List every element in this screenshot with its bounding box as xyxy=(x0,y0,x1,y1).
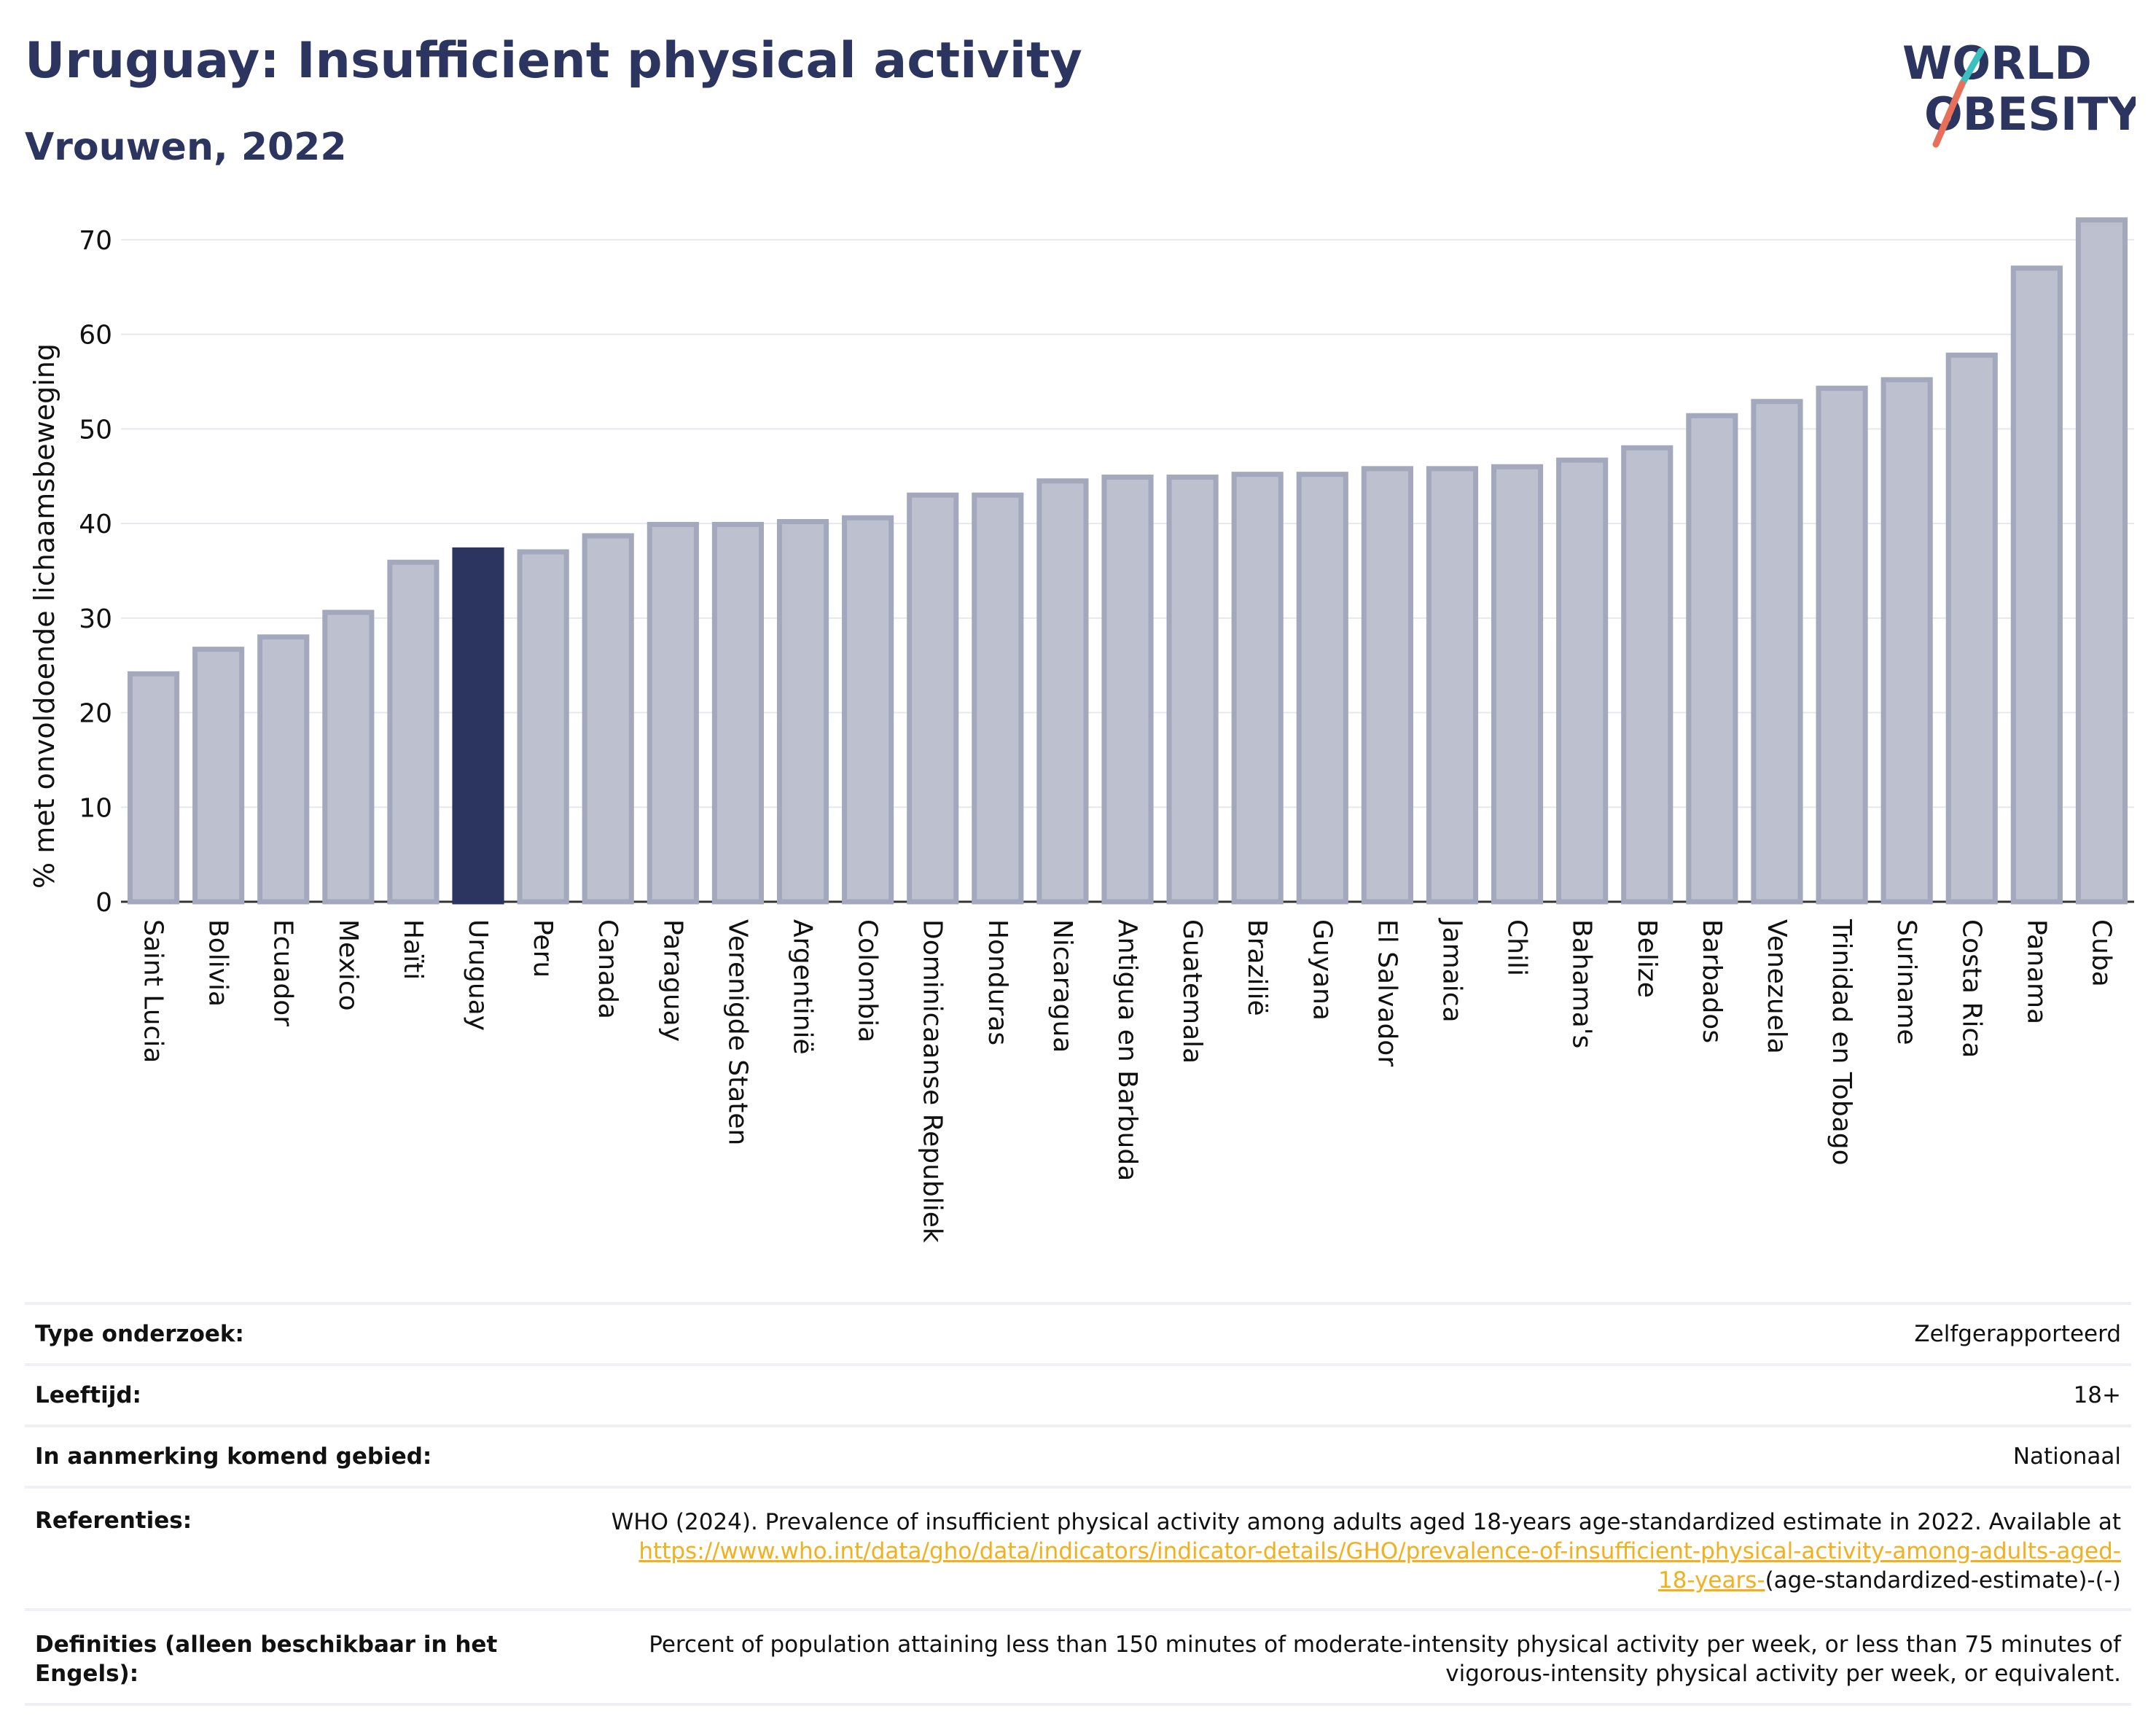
x-tick-label: Guatemala xyxy=(1177,919,1207,1064)
definitions-label-cont: Engels): xyxy=(35,1661,139,1687)
x-tick-label: Jamaica xyxy=(1437,918,1466,1023)
bar-barbados[interactable] xyxy=(1686,413,1738,905)
bar-saint-lucia[interactable] xyxy=(127,671,180,905)
x-tick-label: Colombia xyxy=(853,919,883,1042)
bar-guyana[interactable] xyxy=(1296,472,1348,905)
info-value: Nationaal xyxy=(2012,1443,2121,1470)
x-tick-label: Nicaragua xyxy=(1047,919,1077,1053)
bar-nicaragua[interactable] xyxy=(1036,478,1089,905)
info-value: 18+ xyxy=(2073,1382,2121,1408)
x-tick-label: Dominicaanse Republiek xyxy=(918,919,948,1243)
bar-venezuela[interactable] xyxy=(1751,399,1803,905)
bar-honduras[interactable] xyxy=(972,492,1024,905)
references-text: WHO (2024). Prevalence of insufficient p… xyxy=(611,1509,2121,1535)
y-tick-label: 60 xyxy=(79,321,112,351)
y-tick-label: 20 xyxy=(79,699,112,729)
bar-verenigde-staten[interactable] xyxy=(711,521,764,905)
bar-cuba[interactable] xyxy=(2075,217,2128,905)
info-table: Type onderzoek: Zelfgerapporteerd Leeftijd… xyxy=(25,1302,2131,1706)
x-tick-label: Bahama's xyxy=(1567,919,1597,1048)
definitions-label: Definities (alleen beschikbaar in het xyxy=(35,1631,498,1658)
bar-mexico[interactable] xyxy=(322,609,375,905)
bar-guatemala[interactable] xyxy=(1166,475,1219,905)
y-tick-label: 40 xyxy=(79,510,112,539)
y-tick-label: 50 xyxy=(79,415,112,445)
y-tick-label: 70 xyxy=(79,226,112,256)
bar-ha-ti[interactable] xyxy=(387,559,440,905)
bar-belize[interactable] xyxy=(1621,445,1673,905)
bar-antigua-en-barbuda[interactable] xyxy=(1101,475,1154,905)
bar-jamaica[interactable] xyxy=(1426,466,1479,905)
references-link[interactable]: https://www.who.int/data/gho/data/indica… xyxy=(638,1538,2121,1564)
bar-argentini-[interactable] xyxy=(776,519,829,905)
x-tick-label: Verenigde Staten xyxy=(722,919,752,1145)
bar-bahama-s[interactable] xyxy=(1556,457,1609,905)
bar-dominicaanse-republiek[interactable] xyxy=(907,492,959,905)
bar-uruguay[interactable] xyxy=(452,547,504,905)
bar-peru[interactable] xyxy=(517,549,569,905)
references-label: Referenties: xyxy=(35,1508,192,1534)
y-axis-label: % met onvoldoende lichaamsbeweging xyxy=(28,343,60,889)
y-tick-label: 30 xyxy=(79,604,112,634)
info-label: In aanmerking komend gebied: xyxy=(35,1443,432,1470)
x-tick-label: Argentinië xyxy=(788,919,818,1055)
definitions-text: Percent of population attaining less tha… xyxy=(649,1631,2121,1658)
bar-brazili-[interactable] xyxy=(1231,472,1284,905)
info-row: Type onderzoek: Zelfgerapporteerd xyxy=(25,1302,2131,1363)
x-tick-label: Bolivia xyxy=(203,919,233,1007)
info-value: Zelfgerapporteerd xyxy=(1914,1321,2121,1347)
bar-trinidad-en-tobago[interactable] xyxy=(1816,386,1868,905)
x-tick-label: Brazilië xyxy=(1242,919,1272,1016)
x-tick-label: Trinidad en Tobago xyxy=(1827,919,1856,1166)
x-tick-label: Mexico xyxy=(333,919,363,1011)
x-tick-label: Saint Lucia xyxy=(138,919,168,1063)
logo-line1: WORLD xyxy=(1902,36,2092,90)
definitions-text-cont: vigorous-intensity physical activity per… xyxy=(1445,1661,2121,1687)
bar-costa-rica[interactable] xyxy=(1945,352,1998,905)
y-tick-label: 0 xyxy=(95,888,112,918)
x-tick-label: Uruguay xyxy=(463,919,493,1031)
bar-paraguay[interactable] xyxy=(647,521,699,905)
info-row: Leeftijd: 18+ xyxy=(25,1363,2131,1424)
chart-title: Uruguay: Insufficient physical activity xyxy=(25,32,1082,90)
bar-chili[interactable] xyxy=(1491,464,1544,905)
bar-suriname[interactable] xyxy=(1880,377,1933,905)
x-tick-label: Guyana xyxy=(1307,919,1337,1021)
bar-bolivia[interactable] xyxy=(192,647,245,905)
info-label: Leeftijd: xyxy=(35,1382,141,1408)
references-tail: (age-standardized-estimate)-(-) xyxy=(1765,1567,2121,1594)
x-tick-label: Peru xyxy=(528,919,558,978)
x-tick-label: Chili xyxy=(1502,919,1532,976)
bar-canada[interactable] xyxy=(582,533,634,905)
x-tick-label: Suriname xyxy=(1891,919,1921,1045)
info-row: In aanmerking komend gebied: Nationaal xyxy=(25,1424,2131,1486)
x-tick-label: Honduras xyxy=(983,919,1012,1045)
x-tick-label: Panama xyxy=(2021,919,2051,1024)
chart-subtitle: Vrouwen, 2022 xyxy=(25,125,347,169)
x-tick-label: Cuba xyxy=(2086,919,2116,987)
x-tick-label: Ecuador xyxy=(268,919,298,1026)
x-tick-label: Costa Rica xyxy=(1956,919,1986,1058)
x-tick-label: Haïti xyxy=(398,919,428,980)
references-link-end[interactable]: 18-years- xyxy=(1657,1567,1765,1594)
bar-ecuador[interactable] xyxy=(257,634,310,905)
x-tick-label: Venezuela xyxy=(1762,919,1792,1054)
info-label: Type onderzoek: xyxy=(35,1321,244,1347)
bar-colombia[interactable] xyxy=(842,515,894,905)
bar-chart: 0 10 20 30 40 50 60 70 Saint Lucia Bolivia Ecuado… xyxy=(28,217,2134,1243)
x-tick-label: Paraguay xyxy=(657,919,687,1042)
x-tick-label: Antigua en Barbuda xyxy=(1112,919,1142,1181)
y-tick-label: 10 xyxy=(79,793,112,823)
definitions-row: Definities (alleen beschikbaar in het En… xyxy=(25,1608,2131,1706)
world-obesity-logo: WORLD OBESITY xyxy=(1902,36,2136,148)
references-row: Referenties: WHO (2024). Prevalence of i… xyxy=(25,1486,2131,1608)
bar-panama[interactable] xyxy=(2010,265,2063,905)
x-tick-label: Belize xyxy=(1632,919,1662,998)
bar-el-salvador[interactable] xyxy=(1361,466,1413,905)
x-tick-label: Barbados xyxy=(1697,919,1727,1043)
x-tick-label: El Salvador xyxy=(1372,919,1402,1067)
x-tick-label: Canada xyxy=(593,919,622,1019)
